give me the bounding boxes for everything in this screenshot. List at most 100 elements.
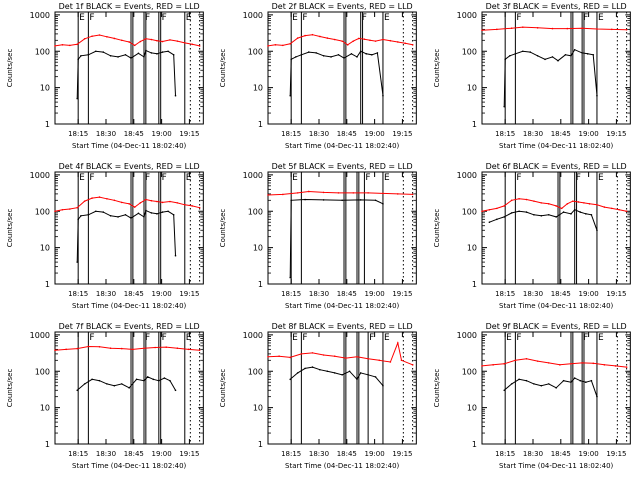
chart-panel-6: Det 6f BLACK = Events, RED = LLD 1 10 100 10… — [433, 162, 631, 310]
red-point — [547, 203, 550, 205]
red-point — [319, 35, 321, 38]
red-point — [592, 362, 595, 365]
black-point — [341, 199, 343, 202]
black-point — [304, 367, 306, 370]
red-point — [165, 346, 168, 348]
black-point — [573, 208, 576, 211]
red-point — [411, 44, 414, 46]
red-point — [481, 365, 483, 367]
red-point — [132, 348, 134, 351]
red-point — [488, 208, 491, 211]
black-point — [167, 210, 169, 213]
black-point — [124, 53, 127, 56]
black-point — [319, 368, 321, 371]
black-point — [503, 105, 506, 108]
chart-title: Det 7f BLACK = Events, RED = LLD — [59, 322, 200, 331]
x-tick-label: 18:15 — [495, 130, 515, 138]
red-point — [496, 207, 498, 210]
y-tick-label: 10 — [40, 404, 50, 413]
black-point — [518, 378, 520, 381]
flag-label: E — [598, 333, 604, 343]
red-point — [156, 39, 158, 42]
red-point — [352, 192, 355, 194]
red-point — [296, 37, 299, 39]
black-point — [169, 379, 171, 382]
red-point — [61, 44, 64, 46]
flag-label: E — [598, 13, 604, 23]
y-tick-label: 100 — [35, 207, 50, 216]
flag-label: F — [583, 333, 588, 343]
black-point — [102, 51, 105, 53]
black-point — [333, 372, 336, 374]
red-point — [382, 192, 384, 195]
series-red-line — [481, 26, 627, 31]
red-point — [358, 37, 360, 40]
x-tick-label: 19:15 — [606, 290, 626, 298]
plot-frame — [267, 11, 417, 125]
black-point — [77, 218, 79, 221]
red-point — [91, 35, 93, 37]
red-point — [570, 363, 572, 365]
red-point — [333, 38, 336, 41]
black-point — [146, 376, 149, 378]
black-point — [158, 379, 160, 382]
x-tick-label: 19:15 — [179, 450, 199, 458]
red-point — [150, 38, 153, 41]
red-point — [481, 210, 483, 213]
red-point — [83, 200, 86, 202]
black-point — [322, 199, 325, 201]
red-point — [404, 42, 407, 45]
x-tick-label: 19:15 — [179, 130, 199, 138]
red-point — [282, 193, 284, 196]
black-point — [596, 229, 598, 232]
y-tick-label: 1 — [472, 440, 477, 449]
red-point — [559, 364, 561, 366]
black-point — [596, 395, 598, 398]
black-point — [521, 50, 524, 53]
red-point — [300, 353, 303, 355]
red-point — [352, 40, 355, 42]
chart-panel-7: Det 7f BLACK = Events, RED = LLD 1 10 100 10… — [6, 322, 204, 470]
black-point — [341, 373, 343, 376]
y-axis-label: Counts/sec — [219, 49, 227, 88]
flag-label: E — [292, 173, 298, 183]
flag-label: E — [384, 333, 390, 343]
black-point — [586, 53, 589, 55]
black-point — [109, 214, 112, 217]
black-point — [533, 383, 535, 385]
chart-panel-8: Det 8f BLACK = Events, RED = LLD 1 10 100 10… — [219, 322, 417, 470]
x-tick-label: 18:15 — [68, 130, 88, 138]
flag-label: F — [89, 13, 94, 23]
chart-title: Det 2f BLACK = Events, RED = LLD — [272, 2, 413, 11]
red-point — [54, 45, 56, 47]
y-tick-label: 100 — [248, 367, 263, 376]
x-tick-label: 18:45 — [551, 450, 571, 458]
x-tick-label: 18:30 — [309, 130, 329, 138]
red-point — [139, 40, 142, 43]
chart-panel-9: Det 9f BLACK = Events, RED = LLD 1 10 100 10… — [433, 322, 631, 470]
red-point — [91, 197, 93, 199]
red-point — [503, 205, 506, 207]
red-point — [54, 210, 56, 213]
red-point — [304, 34, 306, 37]
red-point — [547, 362, 550, 364]
black-point — [174, 254, 177, 257]
chart-title: Det 6f BLACK = Events, RED = LLD — [486, 162, 627, 171]
red-point — [98, 34, 101, 36]
black-point — [557, 59, 559, 62]
red-point — [176, 40, 179, 42]
red-point — [618, 208, 621, 211]
red-point — [614, 365, 617, 367]
black-point — [130, 57, 132, 59]
red-point — [400, 359, 403, 362]
flag-label: E — [186, 13, 192, 23]
black-point — [315, 52, 318, 54]
red-point — [625, 28, 628, 31]
black-point — [145, 209, 147, 212]
red-point — [161, 201, 164, 204]
y-tick-label: 1000 — [243, 171, 263, 180]
y-tick-label: 100 — [462, 367, 477, 376]
y-tick-label: 1000 — [30, 11, 50, 20]
red-point — [610, 207, 613, 210]
